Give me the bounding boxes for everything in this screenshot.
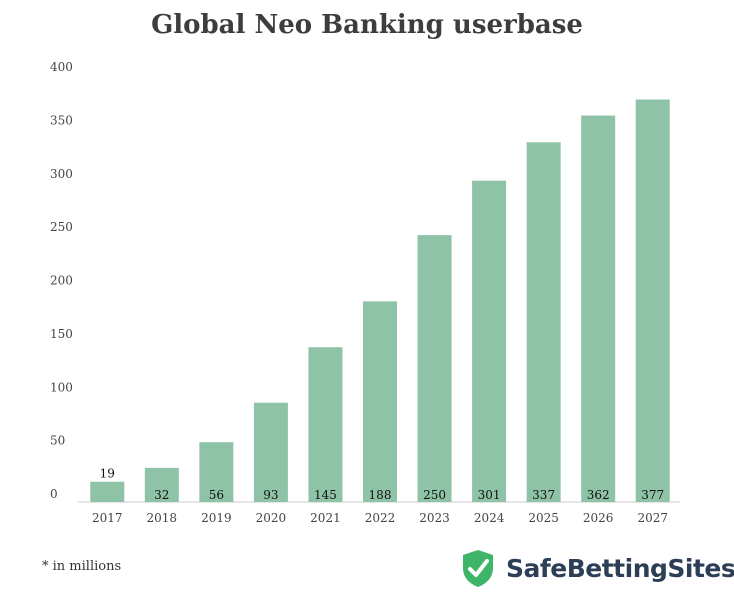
y-tick-label: 250 [50, 220, 73, 234]
y-tick-label: 350 [50, 113, 73, 127]
value-label: 56 [209, 488, 224, 502]
x-tick-label: 2018 [147, 511, 178, 525]
value-labels: 19 32 56 93 145 188 250 301 337 362 377 [100, 467, 665, 502]
y-tick-label: 100 [50, 380, 73, 394]
chart-title: Global Neo Banking userbase [151, 10, 583, 40]
value-label: 337 [532, 488, 555, 502]
y-tick-label: 50 [50, 434, 65, 448]
bar-2021 [308, 347, 343, 502]
y-tick-label: 200 [50, 274, 73, 288]
bar-2022 [363, 301, 397, 502]
x-tick-label: 2019 [201, 511, 232, 525]
y-tick-label: 150 [50, 327, 73, 341]
x-tick-label: 2026 [583, 511, 614, 525]
shield-check-icon [460, 548, 496, 588]
bar-2026 [581, 115, 616, 502]
value-label: 93 [263, 488, 278, 502]
x-tick-label: 2017 [92, 511, 123, 525]
brand-name: SafeBettingSites [506, 553, 734, 583]
bar-2027 [635, 99, 670, 503]
bar-2017 [90, 481, 125, 502]
bar-2019 [199, 442, 234, 502]
x-tick-label: 2020 [256, 511, 287, 525]
y-tick-label: 400 [50, 60, 73, 74]
x-tick-label: 2024 [474, 511, 505, 525]
x-tick-label: 2022 [365, 511, 396, 525]
bar-2018 [144, 467, 179, 502]
value-label: 362 [587, 488, 610, 502]
brand-logo: SafeBettingSites [460, 548, 734, 588]
footnote: * in millions [42, 559, 122, 574]
value-label: 301 [478, 488, 501, 502]
value-label: 377 [641, 488, 664, 502]
bar-chart: 0 50 100 150 200 250 300 350 400 2017 2018 2019 202… [50, 60, 680, 525]
x-tick-label: 2021 [310, 511, 341, 525]
bars [90, 99, 670, 503]
value-label: 145 [314, 488, 337, 502]
bar-2023 [417, 235, 452, 502]
value-label: 19 [100, 467, 115, 481]
x-axis-ticks: 2017 2018 2019 2020 2021 2022 2023 2024 2025 2026… [92, 511, 668, 525]
y-tick-label: 0 [50, 487, 58, 501]
value-label: 250 [423, 488, 446, 502]
value-label: 188 [369, 488, 392, 502]
y-tick-label: 300 [50, 167, 73, 181]
bar-2024 [472, 180, 507, 502]
x-tick-label: 2025 [528, 511, 559, 525]
x-tick-label: 2027 [637, 511, 668, 525]
bar-2025 [526, 142, 561, 502]
bar-2020 [253, 402, 288, 502]
value-label: 32 [154, 488, 169, 502]
x-tick-label: 2023 [419, 511, 450, 525]
y-axis-ticks: 0 50 100 150 200 250 300 350 400 [50, 60, 73, 501]
